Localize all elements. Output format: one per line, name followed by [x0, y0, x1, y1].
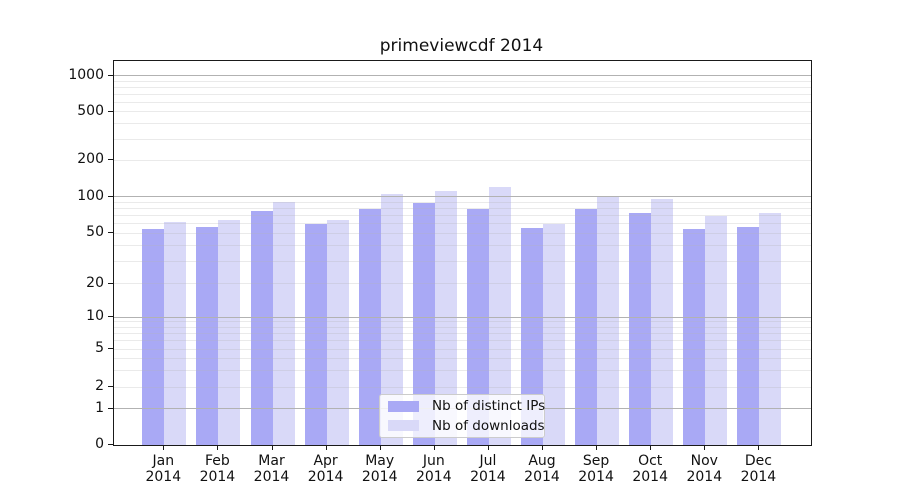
y-tick-20 — [108, 282, 113, 284]
bar-distinct-ips-jan — [142, 229, 165, 445]
x-tick-apr — [325, 445, 327, 450]
x-tick-aug — [542, 445, 543, 450]
bar-downloads-jun — [434, 191, 457, 445]
x-tick-feb — [217, 445, 219, 450]
legend-label-downloads: Nb of downloads — [432, 417, 545, 434]
y-tick-label-20: 20 — [86, 274, 104, 291]
x-tick-mar — [271, 445, 273, 450]
bar-downloads-dec — [759, 212, 782, 445]
y-tick-5 — [108, 348, 113, 350]
y-tick-label-100: 100 — [77, 187, 104, 204]
y-tick-100 — [108, 195, 113, 197]
x-tick-jul — [487, 445, 489, 450]
y-tick-label-5: 5 — [95, 340, 104, 357]
legend: Nb of distinct IPs Nb of downloads — [379, 394, 545, 438]
y-tick-label-10: 10 — [86, 308, 104, 324]
distinct-ips-swatch-icon — [388, 400, 419, 412]
bar-downloads-jul — [488, 186, 511, 445]
legend-row-distinct-ips: Nb of distinct IPs — [380, 398, 546, 415]
y-tick-label-200: 200 — [77, 151, 104, 168]
y-tick-label-2: 2 — [95, 378, 104, 395]
y-tick-label-1: 1 — [95, 399, 104, 416]
bar-distinct-ips-sep — [575, 209, 598, 445]
x-tick-label-aug: Aug 2014 — [524, 453, 560, 485]
x-tick-label-nov: Nov 2014 — [686, 453, 723, 485]
chart-title: primeviewcdf 2014 — [379, 36, 544, 56]
bar-distinct-ips-mar — [250, 211, 273, 445]
x-tick-jun — [433, 445, 435, 450]
bar-distinct-ips-may — [358, 208, 381, 445]
bar-distinct-ips-aug — [521, 228, 543, 445]
bar-distinct-ips-apr — [304, 223, 327, 445]
y-tick-label-1000: 1000 — [68, 66, 104, 83]
x-tick-label-feb: Feb 2014 — [199, 453, 236, 485]
bar-downloads-sep — [597, 196, 620, 445]
bar-distinct-ips-jun — [412, 202, 435, 445]
bar-distinct-ips-jul — [466, 208, 489, 445]
x-tick-label-may: May 2014 — [361, 453, 398, 485]
x-tick-dec — [758, 445, 760, 450]
bar-downloads-oct — [651, 198, 674, 445]
x-tick-may — [379, 445, 381, 450]
bar-distinct-ips-feb — [196, 227, 219, 445]
bar-distinct-ips-dec — [737, 226, 760, 445]
x-tick-jan — [163, 445, 165, 450]
y-tick-1000 — [108, 74, 113, 76]
x-tick-oct — [650, 445, 652, 450]
y-tick-0 — [108, 444, 113, 445]
x-tick-label-dec: Dec 2014 — [740, 453, 777, 485]
bar-distinct-ips-oct — [629, 212, 652, 445]
y-tick-label-0: 0 — [95, 436, 104, 452]
x-tick-label-jun: Jun 2014 — [415, 453, 452, 485]
x-tick-label-jan: Jan 2014 — [145, 453, 182, 485]
y-tick-10 — [108, 316, 113, 317]
x-tick-label-sep: Sep 2014 — [578, 453, 614, 485]
y-tick-label-500: 500 — [77, 102, 104, 119]
x-tick-sep — [596, 445, 598, 450]
x-tick-label-oct: Oct 2014 — [632, 453, 668, 485]
y-tick-500 — [108, 110, 113, 112]
y-tick-label-50: 50 — [86, 224, 104, 241]
bar-downloads-apr — [326, 219, 349, 445]
plot-area: Nb of distinct IPs Nb of downloads — [113, 60, 812, 446]
legend-row-downloads: Nb of downloads — [380, 417, 545, 435]
x-tick-label-apr: Apr 2014 — [307, 453, 344, 485]
bar-downloads-mar — [272, 201, 295, 445]
bar-distinct-ips-nov — [683, 229, 706, 445]
bar-downloads-jan — [164, 222, 187, 445]
y-tick-1 — [108, 407, 113, 409]
x-tick-label-mar: Mar 2014 — [253, 453, 290, 485]
bar-downloads-aug — [543, 223, 565, 445]
bars-layer — [114, 61, 811, 445]
y-tick-50 — [108, 232, 113, 234]
y-tick-200 — [108, 159, 113, 161]
legend-label-distinct-ips: Nb of distinct IPs — [432, 398, 546, 415]
bar-downloads-may — [380, 194, 403, 445]
downloads-swatch-icon — [388, 420, 419, 432]
bar-downloads-nov — [705, 216, 728, 445]
bar-downloads-feb — [218, 220, 241, 445]
x-tick-label-jul: Jul 2014 — [470, 453, 506, 485]
y-tick-2 — [108, 386, 113, 388]
x-tick-nov — [704, 445, 706, 450]
